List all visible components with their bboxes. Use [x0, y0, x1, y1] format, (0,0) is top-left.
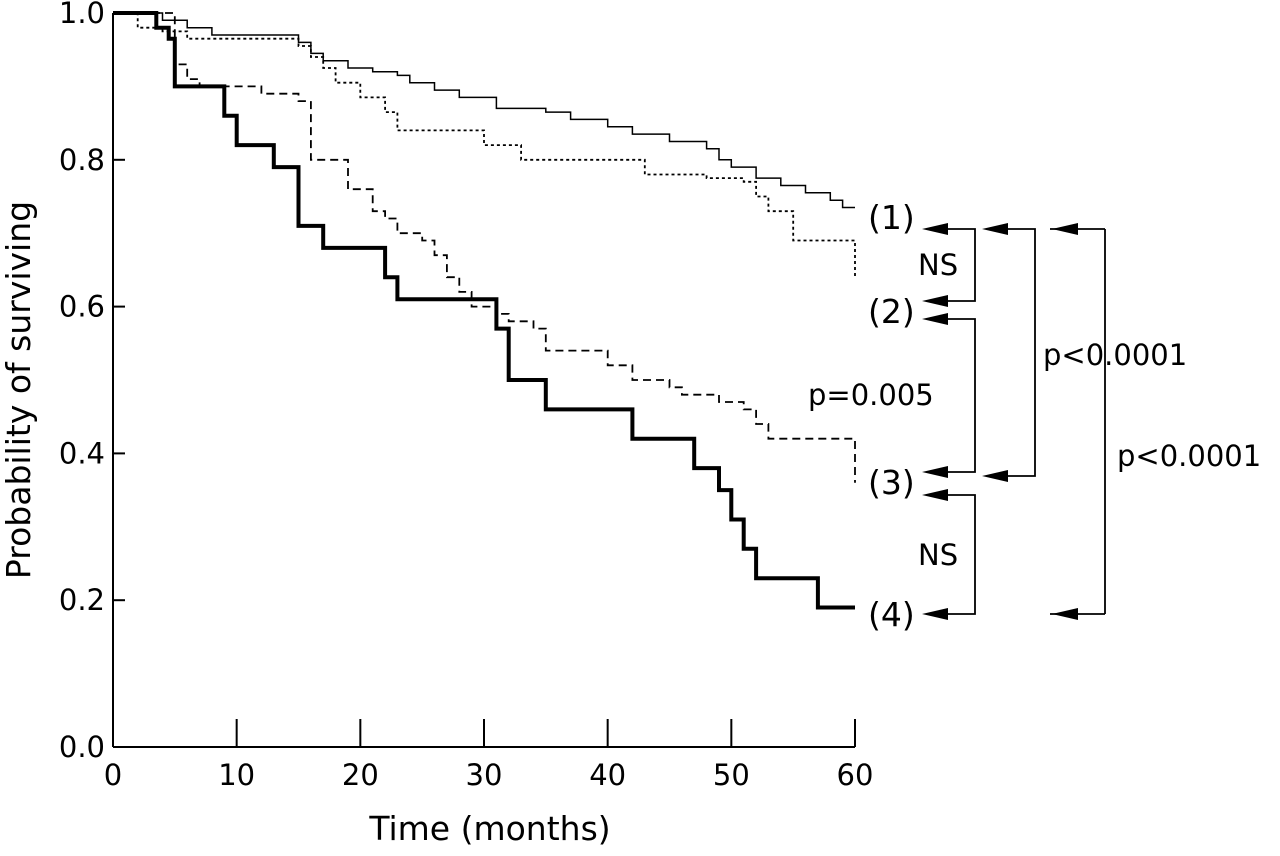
- arrowhead: [922, 466, 948, 478]
- bracket-3-4: [930, 494, 976, 615]
- arrowhead: [922, 295, 948, 307]
- bracket-arrowheads: [922, 223, 1078, 620]
- ticks: 0 10 20 30 40 50 60 0.0 0.2 0.4 0.6 0.8 1.0: [59, 0, 874, 792]
- annotation-1-2: NS: [918, 248, 958, 282]
- survival-curve-4: [113, 11, 855, 610]
- curve-label-1: (1): [868, 198, 915, 237]
- arrowhead: [982, 223, 1008, 235]
- curves: [113, 11, 856, 610]
- y-tick-label: 1.0: [59, 0, 105, 30]
- x-tick-label: 50: [713, 758, 750, 792]
- bracket-1-3: [990, 228, 1036, 477]
- bracket-1-2: [930, 228, 976, 302]
- arrowhead: [922, 489, 948, 501]
- y-axis-title: Probability of surviving: [0, 201, 38, 579]
- bracket-1-4: [1050, 228, 1106, 615]
- survival-curve-1: [113, 12, 855, 209]
- curve-label-4: (4): [868, 595, 915, 634]
- arrowhead: [1052, 608, 1078, 620]
- survival-curve-3: [113, 12, 856, 483]
- arrowhead: [1052, 223, 1078, 235]
- arrowhead: [922, 223, 948, 235]
- annotation-1-3: p<0.0001: [1043, 338, 1187, 372]
- curve-label-3: (3): [868, 463, 915, 502]
- arrowhead: [922, 313, 948, 325]
- axes: [112, 13, 855, 748]
- y-tick-label: 0.6: [59, 290, 105, 324]
- annotation-1-4: p<0.0001: [1117, 439, 1261, 473]
- bracket-2-3: [930, 318, 976, 473]
- x-axis-title: Time (months): [368, 809, 610, 848]
- annotation-2-3: p=0.005: [808, 378, 934, 412]
- x-tick-label: 0: [104, 758, 122, 792]
- survival-curve-2: [113, 12, 856, 278]
- x-tick-label: 60: [837, 758, 874, 792]
- y-tick-label: 0.2: [59, 583, 105, 617]
- x-tick-label: 30: [466, 758, 503, 792]
- arrowhead: [922, 608, 948, 620]
- y-tick-label: 0.4: [59, 436, 105, 470]
- annotation-3-4: NS: [918, 538, 958, 572]
- x-tick-label: 40: [589, 758, 626, 792]
- y-tick-label: 0.8: [59, 143, 105, 177]
- arrowhead: [982, 470, 1008, 482]
- y-tick-label: 0.0: [59, 730, 105, 764]
- curve-label-2: (2): [868, 292, 915, 331]
- x-tick-label: 20: [342, 758, 379, 792]
- x-tick-label: 10: [218, 758, 255, 792]
